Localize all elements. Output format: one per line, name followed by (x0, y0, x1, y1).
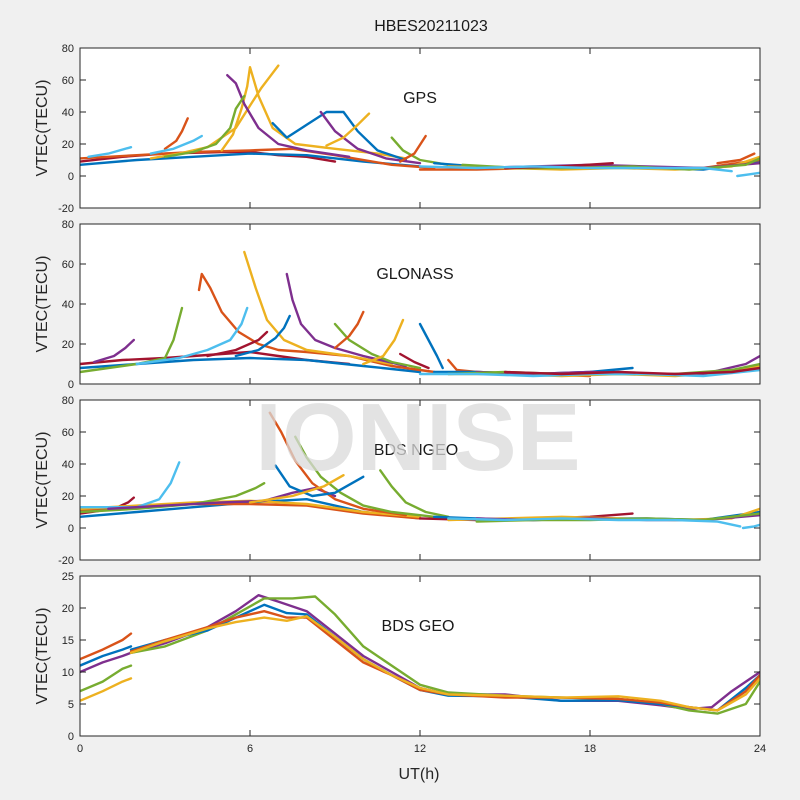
panel-0-y-axis-label: VTEC(TECU) (34, 80, 51, 177)
panel-2-y-axis-label: VTEC(TECU) (34, 432, 51, 529)
panel-2-series-line-18 (741, 523, 760, 530)
panel-0-label: GPS (403, 90, 437, 107)
panel-1-series-line-11 (333, 310, 365, 350)
panel-1-series-line-5 (243, 250, 393, 366)
panel-0-series-line-10 (271, 110, 407, 162)
panel-2-series-line-7 (268, 411, 407, 517)
panel-2-ytick-label-3: 40 (62, 459, 74, 471)
panel-2-plot-area (80, 400, 760, 560)
panel-3-ytick-label-4: 20 (62, 603, 74, 615)
panel-1-series-line-8 (206, 330, 269, 358)
panel-0-plot-area (80, 48, 760, 208)
panel-3-label: BDS GEO (382, 618, 455, 635)
panel-1-series-line-3 (93, 338, 135, 364)
panel-1-series-line-2 (80, 306, 184, 374)
xtick-label-2: 12 (414, 743, 426, 755)
panel-0-ytick-label-4: 60 (62, 75, 74, 87)
panel-1-series-line-14 (399, 352, 430, 370)
panel-3-ytick-label-2: 10 (62, 667, 74, 679)
panel-3-series-line-3 (80, 664, 133, 693)
xtick-label-3: 18 (584, 743, 596, 755)
panel-2-series-line-8 (294, 435, 436, 518)
panel-1-y-axis-label: VTEC(TECU) (34, 256, 51, 353)
panel-0-ytick-label-5: 80 (62, 43, 74, 55)
xtick-label-0: 0 (77, 743, 83, 755)
x-axis-label: UT(h) (399, 766, 440, 783)
watermark: IONISE (255, 384, 580, 491)
panel-1-label: GLONASS (376, 266, 453, 283)
panel-3-ytick-label-5: 25 (62, 571, 74, 583)
panel-0-series-line-11 (319, 110, 422, 165)
panel-3-ytick-label-1: 5 (68, 699, 74, 711)
panel-2-label: BDS NGEO (374, 442, 458, 459)
panel-2-series (80, 411, 760, 530)
panel-3-y-axis-label: VTEC(TECU) (34, 608, 51, 705)
panel-2-ytick-label-4: 60 (62, 427, 74, 439)
panel-1-ytick-label-0: 0 (68, 379, 74, 391)
panel-1: 0 20 40 60 80 VTEC(TECU) GLONASS (34, 219, 761, 391)
panel-3-plot-area (80, 576, 760, 736)
panel-1-ytick-label-1: 20 (62, 339, 74, 351)
panel-1-series-line-9 (234, 314, 291, 358)
panel-3-series-line-1 (80, 645, 133, 667)
panel-0-series (80, 64, 760, 178)
panel-0-ytick-label-0: -20 (58, 203, 74, 215)
panel-0-ytick-label-2: 20 (62, 139, 74, 151)
panel-1-ytick-label-2: 40 (62, 299, 74, 311)
panel-0-series-line-21 (418, 165, 733, 173)
panel-2-series-line-4 (80, 482, 266, 514)
xtick-label-1: 6 (247, 743, 253, 755)
panel-1-series-line-13 (418, 322, 444, 370)
panel-3: 0 5 10 15 20 25 0 6 12 18 24 VTEC(TECU) BDS GEO (34, 571, 766, 755)
panel-3-ytick-label-0: 0 (68, 731, 74, 743)
panel-0-series-line-23 (716, 152, 756, 165)
panel-2-series-line-9 (274, 464, 365, 498)
panel-2-series-line-17 (447, 517, 742, 528)
chart-title: HBES20211023 (374, 18, 488, 35)
panel-3-series-line-2 (80, 651, 133, 674)
panel-3-series-line-6 (129, 595, 760, 715)
panel-0-series-line-2 (80, 147, 436, 170)
panel-0-series-line-22 (736, 171, 760, 178)
panel-3-series-line-9 (129, 615, 760, 712)
panel-0-ytick-label-3: 40 (62, 107, 74, 119)
panel-3-series-line-0 (80, 632, 133, 661)
panel-1-ytick-label-3: 60 (62, 259, 74, 271)
panel-2-ytick-label-1: 0 (68, 523, 74, 535)
panel-1-series-line-21 (503, 366, 760, 376)
panel-0-series-line-14 (399, 134, 427, 163)
panel-1-series-line-6 (285, 272, 407, 368)
panel-2-ytick-label-2: 20 (62, 491, 74, 503)
panel-0-series-line-8 (163, 117, 189, 150)
panel-1-series (80, 250, 760, 378)
panel-0-series-line-3 (87, 146, 133, 158)
panel-3-ytick-label-3: 15 (62, 635, 74, 647)
panel-2-series-line-10 (248, 474, 345, 504)
xtick-label-4: 24 (754, 743, 766, 755)
panel-3-series-line-4 (80, 677, 133, 702)
panel-0: -20 0 20 40 60 80 VTEC(TECU) GPS (34, 43, 761, 215)
panel-2: -20 0 20 40 60 80 VTEC(TECU) BDS NGEO (34, 395, 761, 567)
panel-1-ytick-label-4: 80 (62, 219, 74, 231)
panel-0-series-line-1 (80, 152, 422, 168)
panel-0-series-line-12 (325, 112, 371, 147)
panel-2-ytick-label-5: 80 (62, 395, 74, 407)
panel-2-series-line-11 (379, 469, 450, 518)
panel-0-series-line-6 (226, 74, 351, 158)
panel-1-plot-area (80, 224, 760, 384)
panel-3-series (80, 594, 760, 715)
panel-0-series-line-7 (163, 94, 246, 158)
panel-1-series-line-10 (333, 322, 422, 370)
panel-1-series-line-12 (362, 318, 405, 366)
panel-2-ytick-label-0: -20 (58, 555, 74, 567)
panel-0-ytick-label-1: 0 (68, 171, 74, 183)
panel-1-series-line-7 (135, 306, 249, 366)
panel-0-series-line-5 (220, 66, 407, 160)
panel-0-series-line-9 (149, 134, 203, 155)
